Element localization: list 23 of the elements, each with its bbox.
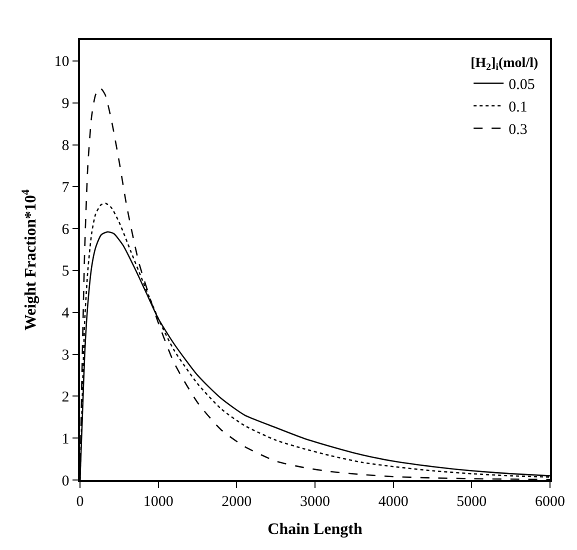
y-tick-label: 6 [62, 222, 70, 238]
y-tick-label: 10 [54, 54, 70, 70]
y-tick-label: 2 [62, 389, 70, 406]
legend-title: [H$_{2}$]$_{i}$(mol/l) [470, 56, 538, 73]
x-tick-label: 0 [76, 494, 84, 510]
y-tick-label: 7 [62, 180, 70, 196]
x-axis-title: Chain Length [268, 520, 362, 538]
legend-label: 0.05 [508, 77, 535, 94]
x-tick-label: 5000 [456, 494, 487, 510]
y-tick-label: 5 [62, 264, 70, 280]
legend-label: 0.3 [508, 122, 528, 138]
y-tick-label: 8 [62, 138, 70, 154]
y-tick-label: 9 [62, 96, 70, 112]
legend-label: 0.1 [508, 100, 528, 116]
y-tick-label: 0 [62, 473, 70, 490]
x-tick-label: 4000 [378, 494, 408, 510]
x-tick-label: 2000 [222, 494, 252, 510]
y-tick-label: 4 [62, 306, 70, 322]
x-tick-label: 1000 [143, 494, 174, 510]
y-tick-label: 1 [62, 431, 70, 448]
x-tick-label: 6000 [535, 494, 565, 510]
y-tick-label: 3 [62, 348, 70, 364]
x-tick-label: 3000 [300, 494, 330, 510]
